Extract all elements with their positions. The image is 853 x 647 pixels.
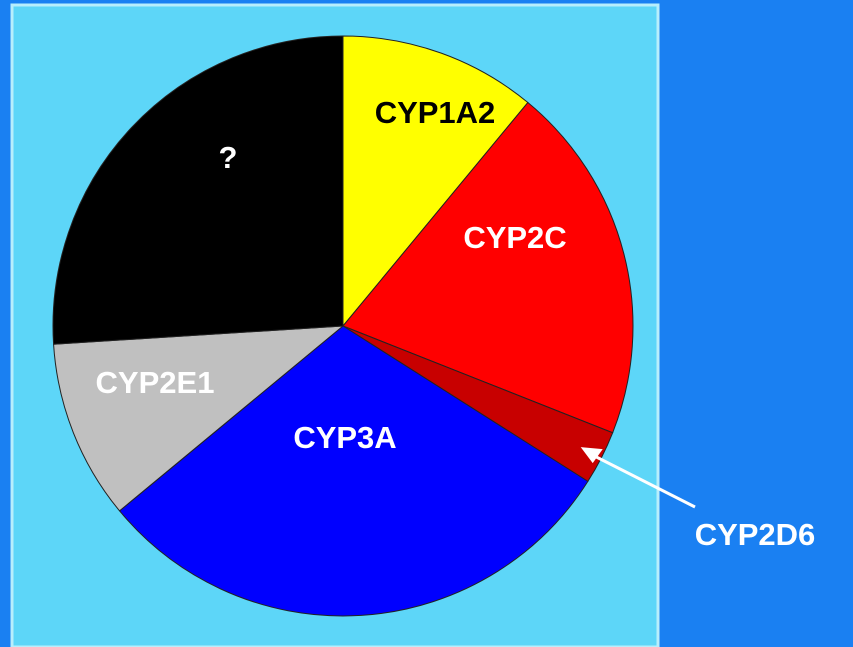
callout-arrow bbox=[588, 451, 696, 509]
slice-label: CYP2E1 bbox=[96, 365, 215, 400]
slice-label: CYP2C bbox=[463, 220, 566, 255]
pie bbox=[52, 35, 634, 617]
labels: CYP1A2 CYP2C CYP2D6 CYP3A CYP2E1? bbox=[96, 95, 816, 552]
pie-slice bbox=[342, 101, 634, 434]
slice-label: CYP3A bbox=[293, 420, 396, 455]
pie-slice bbox=[118, 325, 589, 617]
pie-slice bbox=[53, 325, 345, 512]
pie-slice bbox=[52, 35, 344, 345]
slice-label: CYP1A2 bbox=[375, 95, 496, 130]
slice-label: ? bbox=[219, 140, 238, 175]
arrow-head bbox=[580, 447, 603, 464]
pie-slice bbox=[342, 35, 529, 328]
slice-label: CYP2D6 bbox=[695, 517, 816, 552]
